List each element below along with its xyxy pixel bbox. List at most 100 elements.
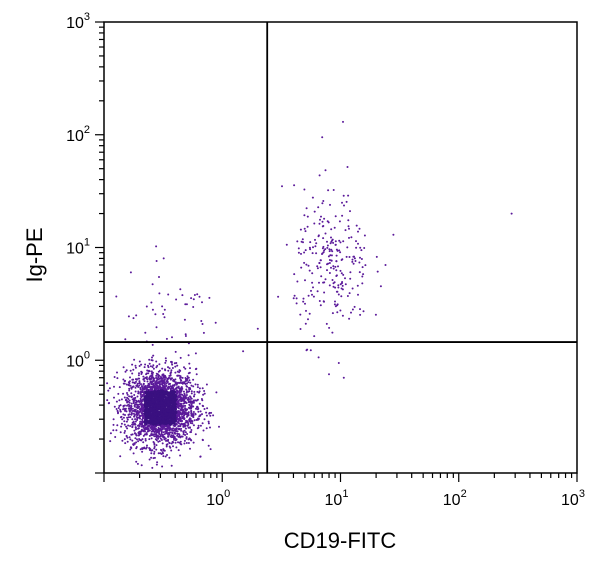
data-point xyxy=(125,434,128,437)
data-point xyxy=(359,256,361,259)
data-point xyxy=(198,390,201,393)
data-point xyxy=(170,377,172,380)
data-point xyxy=(156,382,159,384)
data-point xyxy=(122,416,125,419)
data-point xyxy=(317,206,320,209)
data-point xyxy=(349,277,352,280)
data-point xyxy=(118,386,121,389)
data-point xyxy=(106,399,109,402)
data-point xyxy=(318,300,321,302)
data-point xyxy=(136,400,138,403)
data-point xyxy=(160,377,163,380)
data-point xyxy=(124,338,127,341)
data-point xyxy=(140,373,143,375)
data-point xyxy=(150,416,154,420)
data-point xyxy=(152,457,155,460)
data-point xyxy=(126,427,129,430)
data-point xyxy=(112,418,115,421)
data-point xyxy=(149,375,152,378)
data-point xyxy=(331,238,334,241)
data-point xyxy=(327,189,330,192)
data-point xyxy=(188,371,191,374)
data-point xyxy=(156,400,159,404)
data-point xyxy=(187,423,190,426)
data-point xyxy=(182,390,185,393)
x-tick-base: 10 xyxy=(561,492,579,509)
data-point xyxy=(155,425,158,428)
data-point xyxy=(164,403,167,407)
data-point xyxy=(342,376,345,379)
data-point xyxy=(192,411,195,413)
data-point xyxy=(135,314,138,317)
data-point xyxy=(137,440,140,443)
data-point xyxy=(330,259,333,262)
data-point xyxy=(164,368,166,371)
data-point xyxy=(136,462,139,465)
data-point xyxy=(155,436,158,439)
data-point xyxy=(113,405,116,408)
data-point xyxy=(134,420,137,423)
data-point xyxy=(158,440,161,443)
data-point xyxy=(172,378,175,381)
data-point xyxy=(155,326,158,329)
data-point xyxy=(186,420,189,423)
data-point xyxy=(138,365,141,367)
data-point xyxy=(152,427,155,430)
data-point xyxy=(182,433,185,436)
data-point xyxy=(133,358,136,361)
data-point xyxy=(153,407,156,410)
data-point xyxy=(335,260,338,263)
data-point xyxy=(187,396,190,399)
data-point xyxy=(160,389,164,392)
data-point xyxy=(155,419,159,423)
data-point xyxy=(162,420,165,423)
data-point xyxy=(174,378,177,381)
data-point xyxy=(150,437,153,440)
data-point xyxy=(197,417,200,420)
data-point xyxy=(147,372,150,375)
data-point xyxy=(185,385,188,387)
data-point xyxy=(304,322,307,325)
data-point xyxy=(156,394,159,398)
data-point xyxy=(125,425,128,428)
data-point xyxy=(148,358,151,361)
data-point xyxy=(205,411,208,414)
data-point xyxy=(179,377,181,379)
data-point xyxy=(137,377,140,380)
data-point xyxy=(186,382,188,385)
data-point xyxy=(194,413,197,416)
data-point xyxy=(180,407,183,410)
data-point xyxy=(159,435,162,438)
data-point xyxy=(322,237,325,240)
data-point xyxy=(117,392,120,395)
data-point xyxy=(172,435,174,438)
data-point xyxy=(311,293,313,296)
data-point xyxy=(149,365,152,368)
data-point xyxy=(155,448,158,451)
data-point xyxy=(179,288,182,291)
data-point xyxy=(162,436,165,439)
data-point xyxy=(160,431,163,434)
data-point xyxy=(179,378,182,381)
data-point xyxy=(191,422,194,425)
data-point xyxy=(183,418,186,421)
data-point xyxy=(132,420,135,423)
data-point xyxy=(149,407,153,411)
data-point xyxy=(163,316,166,319)
data-point xyxy=(145,416,149,419)
data-point xyxy=(168,412,171,416)
data-point xyxy=(148,438,151,441)
data-point xyxy=(175,383,178,386)
data-point xyxy=(180,422,183,425)
data-point xyxy=(143,433,146,436)
data-point xyxy=(132,452,135,455)
data-point xyxy=(170,449,173,452)
data-point xyxy=(157,389,160,393)
x-tick-base: 10 xyxy=(443,492,461,509)
data-point xyxy=(215,391,218,394)
y-tick-label: 101 xyxy=(66,237,90,258)
data-point xyxy=(140,402,143,405)
data-point xyxy=(297,247,300,250)
data-point xyxy=(123,431,126,434)
data-point xyxy=(178,382,181,384)
